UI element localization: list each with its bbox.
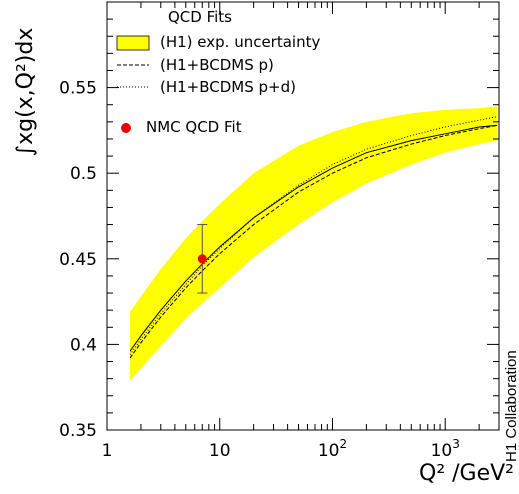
x-tick-label: 1 [102, 441, 113, 461]
x-tick-label: 10 [209, 441, 231, 461]
plot-area [129, 106, 498, 381]
y-tick-label: 0.4 [70, 335, 97, 355]
x-tick-exponent: 2 [339, 437, 347, 451]
x-axis-label: Q² /GeV² [419, 461, 514, 486]
series-line-dashed [129, 124, 498, 359]
y-axis-label: ∫xg(x,Q²)dx [13, 28, 38, 157]
y-tick-label: 0.45 [59, 250, 97, 270]
uncertainty-band [130, 106, 498, 381]
x-tick-exponent: 3 [452, 437, 460, 451]
y-tick-label: 0.5 [70, 164, 97, 184]
y-tick-label: 0.55 [59, 79, 97, 99]
legend: QCD Fits (H1) exp. uncertainty (H1+BCDMS p… [116, 8, 320, 136]
series-line-dotted [129, 116, 498, 355]
legend-title: QCD Fits [168, 8, 232, 26]
x-tick-label: 103 [431, 437, 460, 461]
legend-swatch-band [116, 35, 150, 51]
plot-frame [106, 1, 500, 431]
legend-swatch-point [121, 123, 131, 133]
legend-entry-label: NMC QCD Fit [146, 118, 242, 136]
series-line-solid [129, 124, 498, 352]
legend-entry-label: (H1+BCDMS p) [160, 56, 274, 74]
y-axis-title: ∫xg(x,Q²)dx [13, 28, 38, 157]
collaboration-label: H1 Collaboration [503, 350, 519, 462]
nmc-data-point [197, 254, 207, 264]
x-tick-label: 102 [318, 437, 347, 461]
y-tick-label: 0.35 [59, 421, 97, 441]
legend-entry-label: (H1+BCDMS p+d) [160, 78, 296, 96]
axes-frame: 0.35 0.4 0.45 0.5 0.55 1 10 102 103 [59, 1, 500, 461]
legend-entry-label: (H1) exp. uncertainty [160, 33, 320, 51]
